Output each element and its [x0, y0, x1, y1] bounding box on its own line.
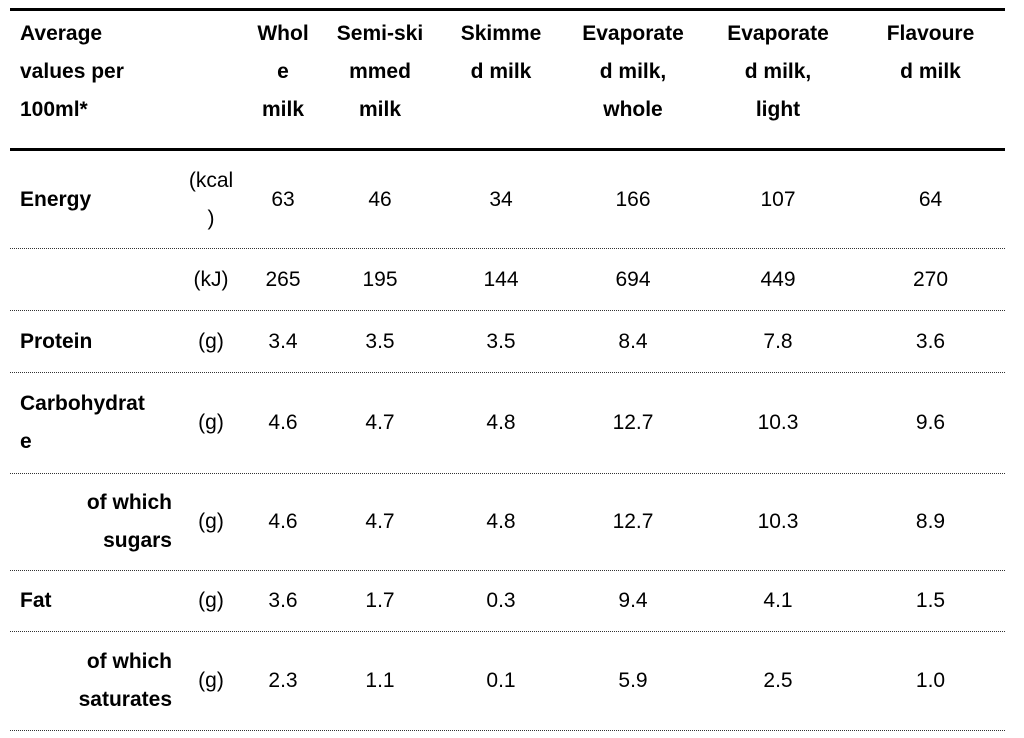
value-cell: 3.6 [915, 329, 946, 353]
value-cell: 4.6 [268, 411, 298, 434]
table-row: of which sugars (g) 4.6 4.7 4.8 12.7 10.… [10, 474, 1005, 571]
row-unit: (g) [198, 329, 224, 353]
row-unit: (g) [198, 669, 224, 692]
value-cell: 4.6 [268, 510, 298, 533]
value-cell: 4.8 [486, 411, 516, 434]
value-cell: 5.9 [618, 669, 648, 692]
table-row: Fat (g) 3.6 1.7 0.3 9.4 4.1 1.5 [10, 571, 1005, 632]
header-label: Average values per 100ml* [20, 22, 124, 121]
value-cell: 63 [271, 187, 295, 211]
table-top-rule [10, 8, 1005, 11]
value-cell: 8.9 [915, 510, 946, 533]
value-cell: 270 [912, 267, 949, 291]
value-cell: 9.6 [915, 411, 946, 434]
value-cell: 265 [265, 267, 301, 291]
value-cell: 2.5 [763, 669, 793, 692]
table-header-rule [10, 148, 1005, 151]
header-evaporated-light: Evaporate d milk, light [727, 22, 829, 121]
value-cell: 694 [615, 267, 651, 291]
value-cell: 0.1 [486, 669, 516, 692]
table-row: (kJ) 265 195 144 694 449 270 [10, 249, 1005, 311]
row-unit: (kJ) [193, 267, 229, 291]
value-cell: 3.6 [268, 589, 298, 612]
value-cell: 4.7 [365, 510, 395, 533]
row-label: Carbohydrat e [20, 392, 145, 453]
value-cell: 3.4 [268, 329, 298, 353]
table-header-row: Average values per 100ml* Whol e milk Se… [10, 11, 1005, 148]
value-cell: 144 [483, 267, 519, 291]
value-cell: 3.5 [486, 329, 516, 353]
value-cell: 1.0 [915, 669, 946, 692]
table-row: Carbohydrat e (g) 4.6 4.7 4.8 12.7 10.3 … [10, 373, 1005, 474]
value-cell: 4.8 [486, 510, 516, 533]
value-cell: 9.4 [618, 589, 648, 612]
row-label: of which sugars [86, 491, 172, 552]
value-cell: 1.5 [915, 589, 946, 612]
value-cell: 3.5 [365, 329, 395, 353]
row-label: Fat [20, 589, 52, 612]
value-cell: 1.7 [365, 589, 395, 612]
row-unit: (kcal ) [188, 168, 234, 230]
row-unit: (g) [198, 411, 224, 434]
value-cell: 10.3 [757, 510, 799, 533]
header-semi-skimmed-milk: Semi-ski mmed milk [336, 22, 424, 121]
value-cell: 4.7 [365, 411, 395, 434]
value-cell: 449 [760, 267, 796, 291]
value-cell: 166 [615, 187, 651, 211]
value-cell: 7.8 [763, 329, 793, 353]
header-flavoured-milk: Flavoure d milk [886, 22, 975, 83]
row-label: of which saturates [78, 650, 172, 711]
row-label: Protein [20, 329, 93, 353]
header-whole-milk: Whol e milk [257, 22, 309, 121]
header-skimmed-milk: Skimme d milk [460, 22, 542, 83]
value-cell: 4.1 [763, 589, 793, 612]
table-row: of which saturates (g) 2.3 1.1 0.1 5.9 2… [10, 632, 1005, 731]
row-unit: (g) [198, 510, 224, 533]
value-cell: 34 [489, 187, 513, 211]
value-cell: 0.3 [486, 589, 516, 612]
value-cell: 10.3 [757, 411, 799, 434]
value-cell: 8.4 [618, 329, 648, 353]
value-cell: 12.7 [612, 411, 654, 434]
value-cell: 107 [760, 187, 796, 211]
row-unit: (g) [198, 589, 224, 612]
header-evaporated-whole: Evaporate d milk, whole [582, 22, 684, 121]
value-cell: 12.7 [612, 510, 654, 533]
value-cell: 46 [368, 187, 392, 211]
value-cell: 1.1 [365, 669, 395, 692]
table-row: Protein (g) 3.4 3.5 3.5 8.4 7.8 3.6 [10, 311, 1005, 373]
nutrition-table: Average values per 100ml* Whol e milk Se… [10, 8, 1005, 731]
row-label: Energy [20, 187, 92, 211]
value-cell: 195 [362, 267, 398, 291]
value-cell: 64 [918, 187, 943, 211]
value-cell: 2.3 [268, 669, 298, 692]
table-row: Energy (kcal ) 63 46 34 166 107 64 [10, 151, 1005, 249]
